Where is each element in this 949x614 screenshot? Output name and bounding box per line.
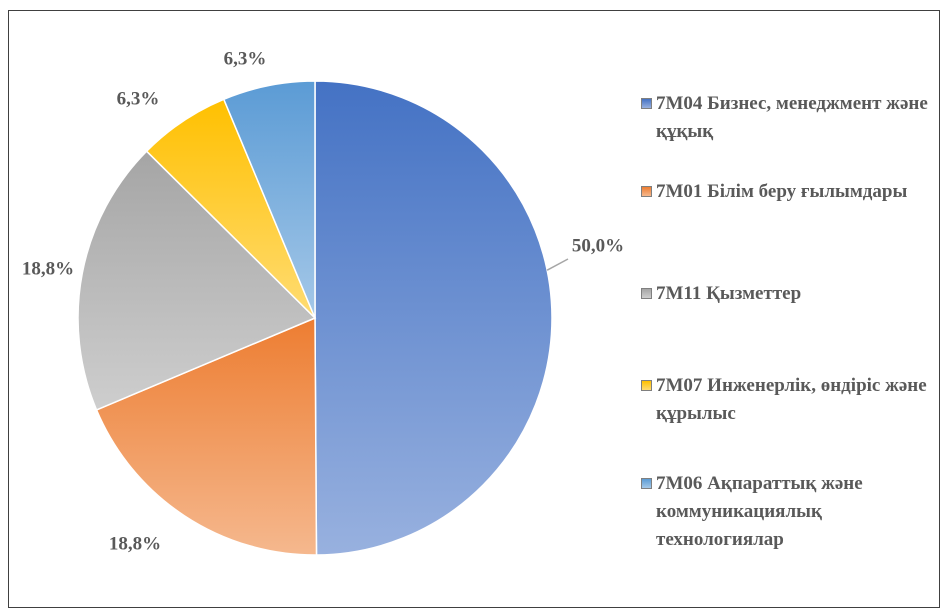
legend-item: 7M06 Ақпараттық және коммуникациялық тех… [641, 470, 941, 554]
legend-label: 7M04 Бизнес, менеджмент және құқық [656, 93, 928, 142]
legend-item: 7M07 Инженерлік, өндіріс және құрылыс [641, 372, 941, 428]
legend-label: 7M07 Инженерлік, өндіріс және құрылыс [656, 375, 927, 424]
pie-slice [314, 80, 553, 556]
pie-slice [77, 150, 317, 411]
legend-swatch [641, 288, 652, 299]
data-label: 18,8% [109, 533, 161, 554]
legend-swatch [641, 186, 652, 197]
legend-swatch [641, 98, 652, 109]
data-label: 18,8% [22, 258, 74, 279]
legend-swatch [641, 380, 652, 391]
legend-item: 7M01 Білім беру ғылымдары [641, 178, 941, 206]
data-label: 50,0% [572, 235, 624, 256]
legend-item: 7M04 Бизнес, менеджмент және құқық [641, 90, 941, 146]
pie-slice [222, 80, 316, 319]
leader-line [546, 258, 569, 271]
legend-label: 7M06 Ақпараттық және коммуникациялық тех… [656, 473, 863, 550]
legend-item: 7M11 Қызметтер [641, 280, 941, 308]
legend-label: 7M11 Қызметтер [656, 283, 802, 304]
pie-slice [95, 316, 318, 556]
frame [8, 10, 940, 608]
legend-swatch [641, 478, 652, 489]
data-label: 6,3% [224, 48, 267, 69]
legend-label: 7M01 Білім беру ғылымдары [656, 181, 908, 202]
data-label: 6,3% [117, 88, 160, 109]
